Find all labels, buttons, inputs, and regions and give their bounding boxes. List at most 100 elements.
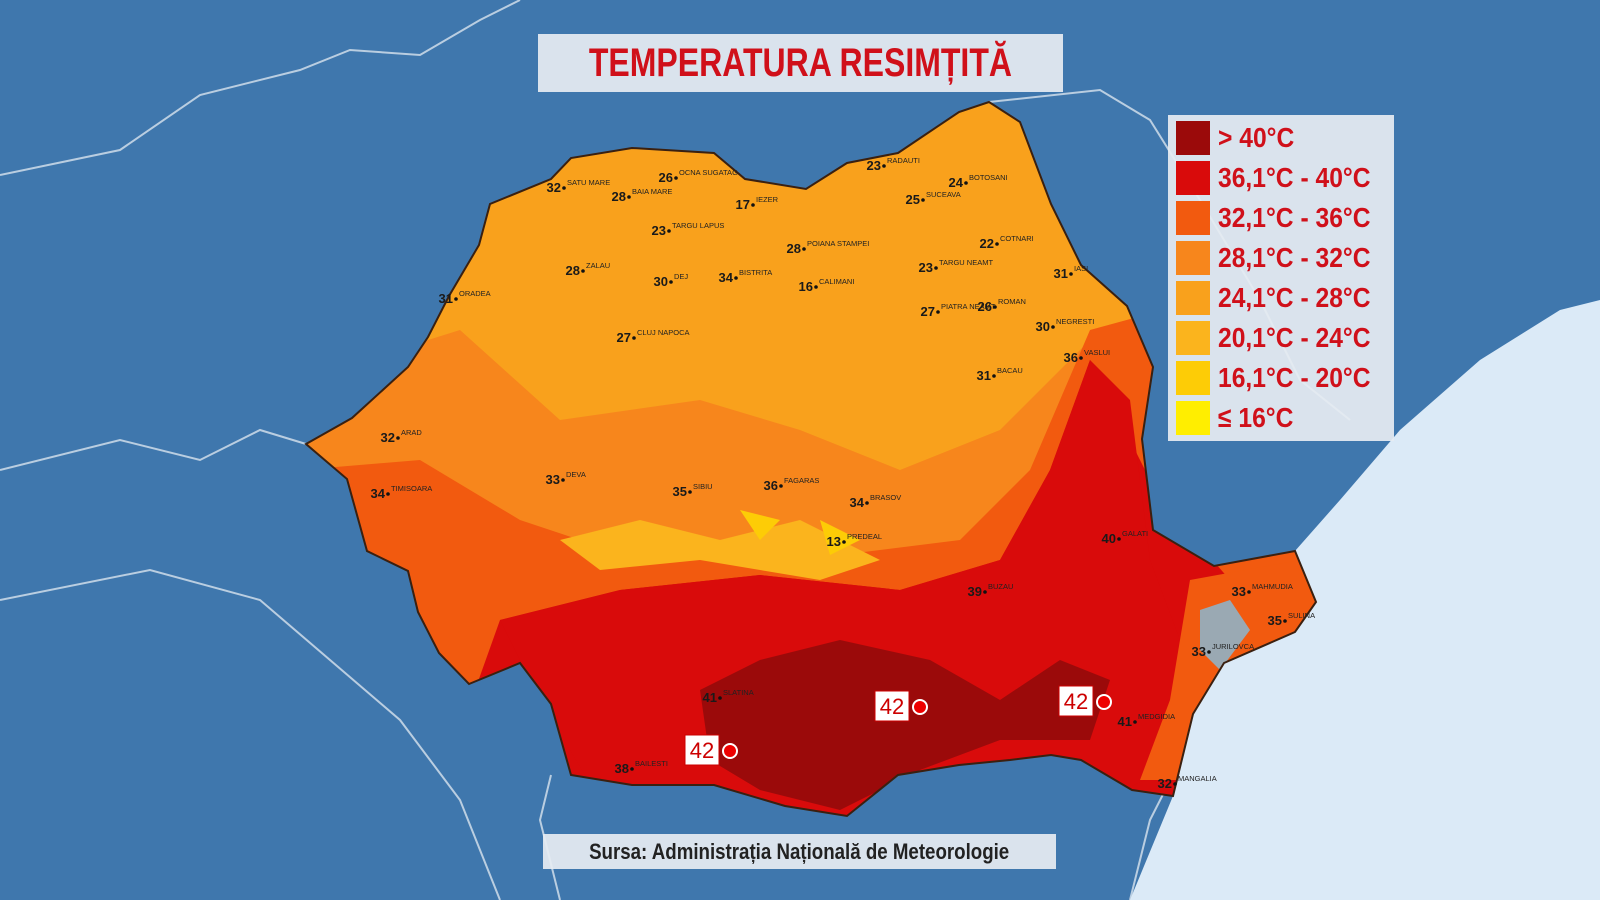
- station-value: 40: [1102, 531, 1116, 546]
- station-name: BOTOSANI: [969, 173, 1008, 182]
- station-value: 22: [980, 236, 994, 251]
- station-dot: [934, 266, 938, 270]
- station-name: CALIMANI: [819, 277, 854, 286]
- station-value: 38: [615, 761, 629, 776]
- station-dot: [627, 195, 631, 199]
- station-name: BACAU: [997, 366, 1023, 375]
- station-dot: [1133, 720, 1137, 724]
- station-name: BAILESTI: [635, 759, 668, 768]
- title-box: TEMPERATURA RESIMȚITĂ: [538, 34, 1063, 92]
- station-value: 26: [978, 299, 992, 314]
- station-name: SLATINA: [723, 688, 754, 697]
- station-name: MAHMUDIA: [1252, 582, 1293, 591]
- station-value: 32: [381, 430, 395, 445]
- station-value: 28: [612, 189, 626, 204]
- hotspot-value: 42: [690, 738, 714, 763]
- legend-label: 28,1°C - 32°C: [1218, 242, 1371, 273]
- source: Sursa: Administrația Națională de Meteor…: [589, 838, 1010, 864]
- station-value: 36: [1064, 350, 1078, 365]
- station-dot: [561, 478, 565, 482]
- station-name: ORADEA: [459, 289, 491, 298]
- station-name: MEDGIDIA: [1138, 712, 1175, 721]
- legend-swatch: [1176, 401, 1210, 435]
- station-dot: [386, 492, 390, 496]
- station-value: 35: [673, 484, 687, 499]
- black-sea: [1130, 300, 1600, 900]
- station-value: 31: [439, 291, 453, 306]
- station-value: 33: [1232, 584, 1246, 599]
- station-value: 34: [719, 270, 734, 285]
- station-name: PREDEAL: [847, 532, 882, 541]
- station-value: 41: [1118, 714, 1132, 729]
- station-value: 24: [949, 175, 964, 190]
- station-value: 26: [659, 170, 673, 185]
- station-value: 28: [566, 263, 580, 278]
- station-dot: [802, 247, 806, 251]
- legend-label: 36,1°C - 40°C: [1218, 162, 1371, 193]
- station-name: ARAD: [401, 428, 422, 437]
- station-dot: [688, 490, 692, 494]
- station-name: IASI: [1074, 264, 1088, 273]
- legend: > 40°C 36,1°C - 40°C 32,1°C - 36°C 28,1°C -…: [1168, 115, 1394, 441]
- station-dot: [734, 276, 738, 280]
- station-dot: [995, 242, 999, 246]
- station-name: BRASOV: [870, 493, 901, 502]
- station-value: 27: [921, 304, 935, 319]
- station-name: POIANA STAMPEI: [807, 239, 869, 248]
- station-value: 41: [703, 690, 717, 705]
- station-value: 32: [1158, 776, 1172, 791]
- station-dot: [983, 590, 987, 594]
- legend-label: 20,1°C - 24°C: [1218, 322, 1371, 353]
- legend-entry: 36,1°C - 40°C: [1176, 161, 1391, 195]
- station-value: 27: [617, 330, 631, 345]
- station-dot: [842, 540, 846, 544]
- station-name: OCNA SUGATAG: [679, 168, 738, 177]
- station-value: 23: [652, 223, 666, 238]
- hotspots: 42 42 42: [684, 685, 1112, 766]
- station-dot: [1173, 782, 1177, 786]
- hotspot-box: [874, 690, 910, 722]
- station-name: JURILOVCA: [1212, 642, 1254, 651]
- legend-label: 24,1°C - 28°C: [1218, 282, 1371, 313]
- legend-entry: 32,1°C - 36°C: [1176, 201, 1391, 235]
- station-dot: [581, 269, 585, 273]
- legend-entry: 24,1°C - 28°C: [1176, 281, 1391, 315]
- station-value: 39: [968, 584, 982, 599]
- station-dot: [936, 310, 940, 314]
- station-value: 30: [654, 274, 668, 289]
- station-name: VASLUI: [1084, 348, 1110, 357]
- station-name: NEGRESTI: [1056, 317, 1094, 326]
- station-name: BAIA MARE: [632, 187, 672, 196]
- station-name: TIMISOARA: [391, 484, 432, 493]
- station-value: 16: [799, 279, 813, 294]
- station-name: DEJ: [674, 272, 688, 281]
- legend-entry: > 40°C: [1176, 121, 1305, 155]
- station-name: PIATRA NEAMT: [941, 302, 996, 311]
- station-value: 34: [371, 486, 386, 501]
- station-dot: [630, 767, 634, 771]
- legend-swatch: [1176, 201, 1210, 235]
- station-dot: [1069, 272, 1073, 276]
- legend-entry: ≤ 16°C: [1176, 401, 1304, 435]
- station-dot: [779, 484, 783, 488]
- legend-entry: 28,1°C - 32°C: [1176, 241, 1391, 275]
- station-value: 34: [850, 495, 865, 510]
- station-dot: [882, 164, 886, 168]
- station-dot: [396, 436, 400, 440]
- hotspot-dot: [722, 743, 738, 759]
- station-name: TARGU LAPUS: [672, 221, 724, 230]
- station-value: 30: [1036, 319, 1050, 334]
- station-value: 32: [547, 180, 561, 195]
- station-name: CLUJ NAPOCA: [637, 328, 690, 337]
- station-value: 33: [1192, 644, 1206, 659]
- station-value: 36: [764, 478, 778, 493]
- station-value: 33: [546, 472, 560, 487]
- station-value: 25: [906, 192, 920, 207]
- legend-entry: 20,1°C - 24°C: [1176, 321, 1391, 355]
- hotspot-box: [1058, 685, 1094, 717]
- station-value: 23: [867, 158, 881, 173]
- station-name: SIBIU: [693, 482, 713, 491]
- station-value: 31: [977, 368, 991, 383]
